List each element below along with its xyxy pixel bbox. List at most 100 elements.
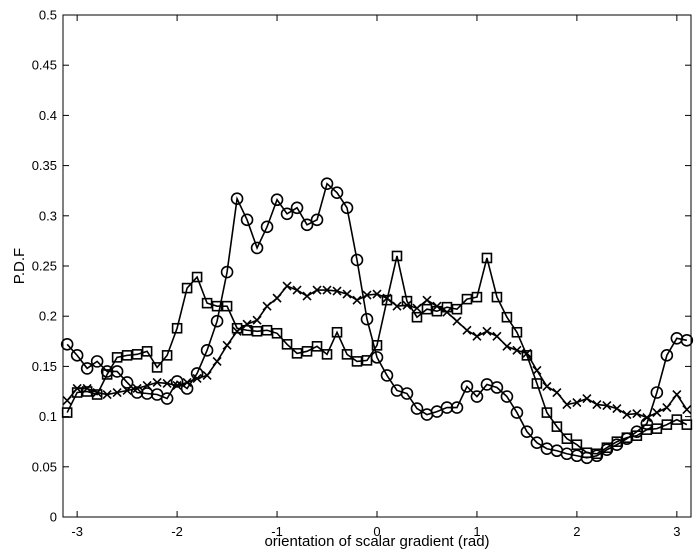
square-point [281,339,293,350]
x-point [552,387,562,398]
x-point [642,413,652,423]
circle-point [60,338,74,351]
x-tick-label: -1 [271,524,283,539]
x-point [282,281,292,291]
circle-point [210,314,224,328]
circle-point [530,436,544,450]
x-point [252,315,262,325]
circle-point [380,369,394,382]
y-tick-label: 0.3 [39,208,57,223]
circle-point [140,387,154,400]
square-point [341,349,353,360]
circle-point [70,349,84,362]
circle-point [300,218,314,232]
square-point [271,327,283,339]
circle-point [290,201,304,215]
x-point [532,365,542,375]
square-point [551,421,563,432]
square-point [651,423,663,434]
circle-point [220,265,234,279]
square-point [261,324,273,336]
square-point [451,303,463,315]
x-point [442,307,452,317]
x-point [232,326,242,336]
square-point [331,326,343,338]
x-tick-label: 1 [473,524,480,539]
square-point [311,341,323,352]
circle-point [470,390,484,403]
square-point [421,303,433,315]
x-tick-label: 0 [373,524,380,539]
x-point [402,300,412,310]
square-point [351,356,363,367]
y-tick-label: 0.05 [32,459,57,474]
circle-point [450,401,464,414]
square-point [581,447,593,459]
square-point [541,407,553,418]
square-point [171,322,183,334]
square-point [671,414,683,425]
axes-layer: -3 -2 -1 0 1 2 3 0 0.05 0.1 0.15 0.2 0.25 0.3 0.35 0.4 0… [32,8,692,539]
square-point [561,433,573,444]
square-point [121,350,133,361]
square-point [141,346,153,357]
x-point [182,377,192,388]
square-point [381,294,393,306]
square-point [181,282,193,294]
x-point [272,293,282,303]
square-point [631,430,643,441]
x-point [512,345,522,355]
x-point [242,319,252,329]
square-point [611,436,623,448]
square-point [251,325,263,337]
square-point [321,349,333,360]
x-point [332,286,342,296]
square-point [601,442,613,454]
x-point [542,381,552,392]
x-point [632,409,642,419]
x-point [502,341,512,351]
square-point [241,324,253,336]
x-point [132,383,142,394]
circle-point [280,207,294,221]
series-x [62,281,692,423]
circle-point [200,344,214,357]
circle-point [260,220,274,234]
square-point [391,250,403,262]
x-point [82,383,92,394]
y-tick-label: 0.5 [39,8,57,23]
square-point [151,362,163,373]
x-point [322,285,332,295]
x-point [432,301,442,311]
x-point [192,373,202,384]
x-point [562,399,572,410]
x-point [62,395,72,406]
series-layer [60,177,694,465]
x-point [372,289,382,299]
y-tick-label: 0 [50,510,57,525]
square-point [111,352,123,363]
circle-point [130,386,144,399]
circle-point [440,401,454,414]
x-point [72,383,82,394]
x-axis-label: orientation of scalar gradient (rad) [264,533,489,550]
circle-point [90,355,104,368]
x-point [652,408,662,418]
x-point [452,316,462,326]
circle-point [240,213,254,227]
circle-point [500,390,514,403]
square-point [301,346,313,357]
circle-point [510,406,524,419]
square-point [101,369,113,380]
x-point [392,301,402,311]
circle-point [100,365,114,378]
x-point [602,400,612,411]
x-point [92,387,102,398]
x-tick-label: 3 [673,524,680,539]
circle-point [120,376,134,389]
square-point [371,340,383,351]
circle-point [250,241,264,255]
circle-point [520,425,534,438]
x-point [152,377,162,388]
y-tick-label: 0.1 [39,409,57,424]
